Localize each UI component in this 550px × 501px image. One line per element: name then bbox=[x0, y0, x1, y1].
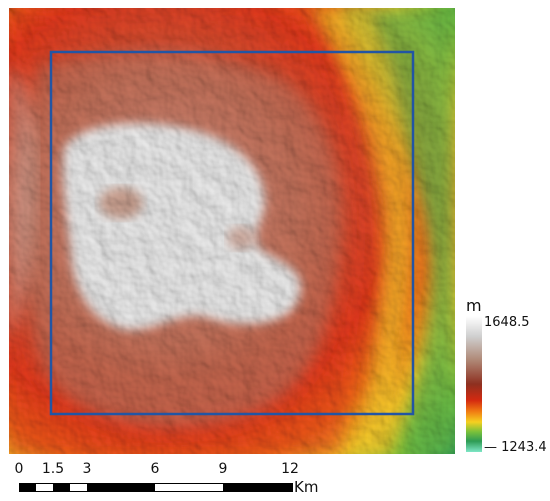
scale-tick-label: 9 bbox=[218, 461, 228, 477]
western-slope bbox=[9, 68, 38, 338]
scale-unit: Km bbox=[294, 478, 319, 496]
scale-tick-label: 12 bbox=[281, 461, 299, 477]
legend-unit: m bbox=[466, 296, 482, 315]
eastern-lowland bbox=[339, 8, 455, 454]
scale-segment bbox=[223, 483, 293, 492]
yellow-band bbox=[309, 8, 415, 454]
scale-tick-label: 3 bbox=[82, 461, 92, 477]
scale-tick-label: 0 bbox=[14, 461, 24, 477]
depression-west bbox=[99, 187, 143, 219]
legend-max-value: 1648.5 bbox=[484, 315, 530, 330]
scale-segment bbox=[87, 483, 155, 492]
legend-min-value: — 1243.4 bbox=[484, 440, 547, 455]
elevation-map bbox=[9, 8, 455, 454]
depression-east bbox=[227, 226, 255, 250]
scale-segment bbox=[19, 483, 36, 492]
scale-tick-label: 1.5 bbox=[41, 461, 65, 477]
elevation-map-graphic bbox=[9, 8, 455, 454]
scale-tick-label: 6 bbox=[150, 461, 160, 477]
study-area-box bbox=[49, 50, 415, 416]
legend-color-ramp bbox=[466, 316, 482, 452]
scale-segment bbox=[53, 483, 70, 492]
scale-bar bbox=[19, 483, 293, 492]
summit-plateau bbox=[62, 123, 301, 331]
